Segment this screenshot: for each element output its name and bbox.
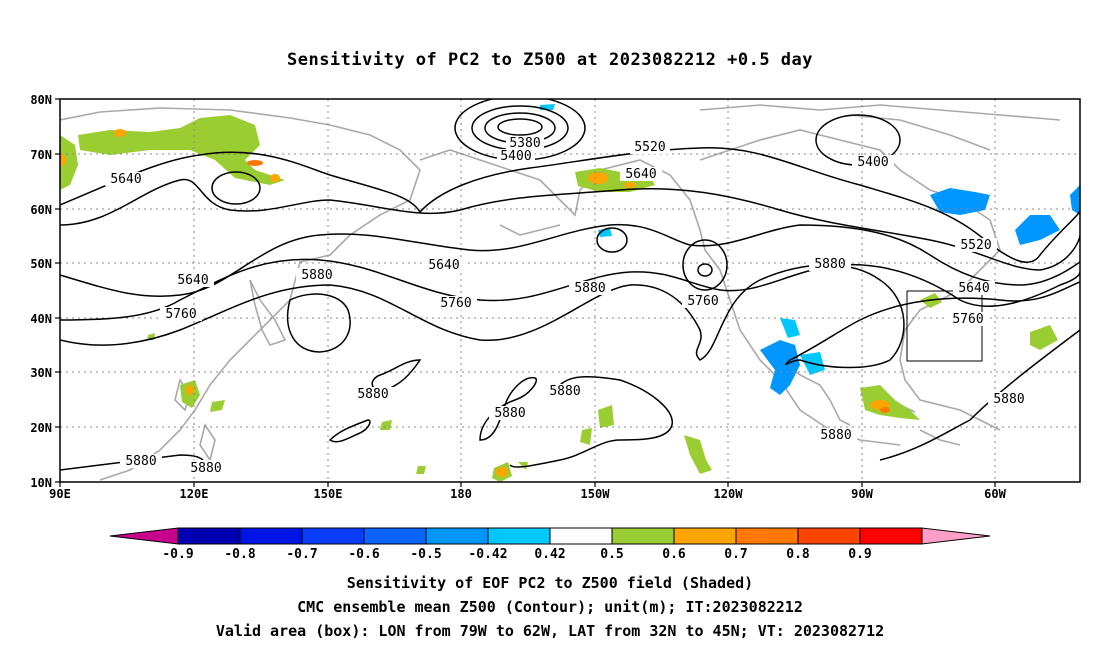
contour-label: 5380 [509, 136, 540, 151]
contour-label: 5760 [165, 307, 196, 322]
colorbar-cell [549, 527, 613, 545]
contour-label: 5880 [190, 461, 221, 476]
colorbar-tick-label: 0.8 [786, 547, 810, 562]
lon-label: 90E [49, 487, 71, 501]
caption-contour: CMC ensemble mean Z500 (Contour); unit(m… [297, 598, 803, 616]
lon-label: 180 [450, 487, 472, 501]
lon-label: 150W [581, 487, 611, 501]
colorbar: -0.9 -0.8 -0.7 -0.6 -0.5 -0.42 0.42 0.5 0.6 0.7 0.… [109, 527, 991, 562]
contour-label: 5640 [428, 258, 459, 273]
colorbar-cell [735, 527, 799, 545]
colorbar-extend-high [921, 527, 991, 545]
colorbar-tick-label: -0.5 [410, 547, 441, 562]
contour-label: 5640 [958, 281, 989, 296]
colorbar-tick-label: 0.6 [662, 547, 686, 562]
colorbar-tick-label: -0.7 [286, 547, 317, 562]
colorbar-tick-label: 0.5 [600, 547, 623, 562]
colorbar-tick-label: -0.9 [162, 547, 193, 562]
contour-label: 5880 [993, 392, 1024, 407]
lon-label: 120E [180, 487, 209, 501]
axis-ticks [55, 98, 996, 487]
page-title: Sensitivity of PC2 to Z500 at 2023082212… [286, 50, 813, 70]
contour-label: 5520 [634, 140, 665, 155]
lat-label: 60N [30, 203, 52, 217]
contour-label: 5880 [494, 406, 525, 421]
lat-label: 20N [30, 421, 52, 435]
caption-valid-area: Valid area (box): LON from 79W to 62W, L… [215, 622, 885, 640]
contour-label-group: 5380 5400 5520 5640 5400 5640 5640 5520 … [105, 136, 1030, 476]
latitude-axis: 80N 70N 60N 50N 40N 30N 20N 10N [30, 93, 52, 490]
colorbar-cell [425, 527, 489, 545]
contour-label: 5880 [357, 387, 388, 402]
sensitivity-shading [60, 104, 1080, 482]
contour-label: 5880 [820, 428, 851, 443]
colorbar-tick-label: -0.42 [468, 547, 507, 562]
contour-label: 5880 [549, 384, 580, 399]
colorbar-tick-label: -0.6 [348, 547, 379, 562]
lon-label: 60W [984, 487, 1006, 501]
colorbar-cell [239, 527, 303, 545]
contour-label: 5640 [625, 167, 656, 182]
contour-label: 5880 [814, 257, 845, 272]
coastlines [60, 104, 1061, 481]
lon-label: 150E [314, 487, 343, 501]
contour-label: 5760 [952, 312, 983, 327]
colorbar-tick-label: 0.42 [534, 547, 565, 562]
colorbar-cell [301, 527, 365, 545]
contour-label: 5400 [500, 149, 531, 164]
colorbar-cell [177, 527, 241, 545]
contour-label: 5640 [110, 172, 141, 187]
lat-label: 30N [30, 366, 52, 380]
caption-shading: Sensitivity of EOF PC2 to Z500 field (Sh… [346, 574, 754, 592]
contour-label: 5760 [440, 296, 471, 311]
colorbar-tick-label: 0.9 [848, 547, 871, 562]
contour-label: 5400 [857, 155, 888, 170]
lat-label: 40N [30, 312, 52, 326]
contour-label: 5640 [177, 273, 208, 288]
graticule [60, 99, 1080, 482]
colorbar-cell [611, 527, 675, 545]
colorbar-cell [363, 527, 427, 545]
colorbar-cell [859, 527, 923, 545]
colorbar-tick-label: -0.8 [224, 547, 255, 562]
colorbar-cell [797, 527, 861, 545]
contour-label: 5880 [574, 281, 605, 296]
lat-label: 10N [30, 476, 52, 490]
contour-label: 5880 [301, 268, 332, 283]
colorbar-cell [487, 527, 551, 545]
longitude-axis: 90E 120E 150E 180 150W 120W 90W 60W [49, 487, 1006, 501]
lon-label: 90W [851, 487, 873, 501]
colorbar-extend-low [109, 527, 179, 545]
contour-label: 5760 [687, 294, 718, 309]
contour-label: 5520 [960, 238, 991, 253]
lat-label: 80N [30, 93, 52, 107]
lat-label: 50N [30, 257, 52, 271]
colorbar-cell [673, 527, 737, 545]
contour-label: 5880 [125, 454, 156, 469]
lon-label: 120W [714, 487, 744, 501]
lat-label: 70N [30, 148, 52, 162]
colorbar-tick-label: 0.7 [724, 547, 747, 562]
map-frame [59, 98, 1081, 483]
